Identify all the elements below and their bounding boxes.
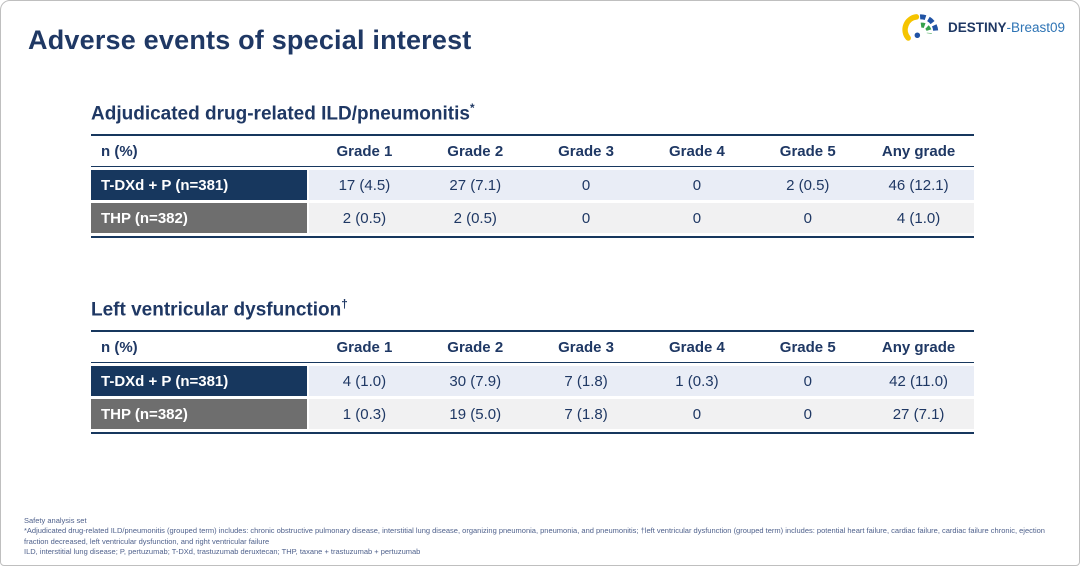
table-lv-dysfunction: n (%) Grade 1 Grade 2 Grade 3 Grade 4 Gr… — [91, 330, 974, 435]
table2-title-text: Left ventricular dysfunction — [91, 299, 342, 321]
col-header-n-pct: n (%) — [101, 338, 138, 356]
col-header-grade4: Grade 4 — [668, 338, 725, 356]
col-header-grade3: Grade 3 — [558, 142, 615, 160]
table2-header-row: n (%) Grade 1 Grade 2 Grade 3 Grade 4 Gr… — [91, 332, 974, 364]
row-label-tdxd: T-DXd + P (n=381) — [91, 170, 309, 201]
table-cell: 4 (1.0) — [309, 366, 420, 397]
destiny-fan-icon — [902, 14, 939, 41]
row-label-thp: THP (n=382) — [91, 203, 309, 234]
table-row-tdxd: T-DXd + P (n=381) 17 (4.5) 27 (7.1) 0 0 … — [91, 170, 974, 201]
table-cell: 0 — [641, 203, 753, 234]
section-lv-dysfunction: Left ventricular dysfunction† n (%) Grad… — [91, 298, 974, 435]
footnotes: Safety analysis set *Adjudicated drug-re… — [24, 516, 1061, 557]
logo-name: DESTINY — [947, 19, 1007, 35]
table-cell: 0 — [641, 170, 753, 201]
table-row-thp: THP (n=382) 1 (0.3) 19 (5.0) 7 (1.8) 0 0… — [91, 399, 974, 430]
table-cell: 2 (0.5) — [752, 170, 864, 201]
table-cell: 2 (0.5) — [419, 203, 531, 234]
table-cell: 27 (7.1) — [863, 399, 974, 430]
page-title: Adverse events of special interest — [28, 25, 472, 55]
table-cell: 4 (1.0) — [863, 203, 974, 234]
table1-title-text: Adjudicated drug-related ILD/pneumonitis — [91, 103, 470, 125]
col-header-n-pct: n (%) — [101, 142, 138, 160]
col-header-grade5: Grade 5 — [779, 338, 836, 356]
table-cell: 0 — [752, 203, 864, 234]
col-header-grade5: Grade 5 — [779, 142, 836, 160]
col-header-grade4: Grade 4 — [668, 142, 725, 160]
table-cell: 42 (11.0) — [863, 366, 974, 397]
table-cell: 1 (0.3) — [309, 399, 420, 430]
table-ild-pneumonitis: n (%) Grade 1 Grade 2 Grade 3 Grade 4 Gr… — [91, 134, 974, 239]
table1-header-row: n (%) Grade 1 Grade 2 Grade 3 Grade 4 Gr… — [91, 136, 974, 168]
logo-suffix: -Breast09 — [1006, 19, 1065, 35]
col-header-grade2: Grade 2 — [447, 142, 504, 160]
footnote-abbreviations: ILD, interstitial lung disease; P, pertu… — [24, 547, 421, 557]
table1-title-footnote-marker: * — [469, 102, 475, 115]
row-label-thp: THP (n=382) — [91, 399, 309, 430]
table-cell: 0 — [530, 203, 642, 234]
col-header-any-grade: Any grade — [881, 142, 956, 160]
table2-title-footnote-marker: † — [341, 298, 348, 311]
table-row-tdxd: T-DXd + P (n=381) 4 (1.0) 30 (7.9) 7 (1.… — [91, 366, 974, 397]
table-cell: 19 (5.0) — [419, 399, 531, 430]
table-cell: 17 (4.5) — [309, 170, 420, 201]
col-header-grade2: Grade 2 — [447, 338, 504, 356]
table2-title: Left ventricular dysfunction† — [91, 298, 974, 321]
table-cell: 7 (1.8) — [530, 366, 642, 397]
col-header-grade1: Grade 1 — [336, 338, 393, 356]
table-cell: 1 (0.3) — [641, 366, 753, 397]
table-cell: 46 (12.1) — [863, 170, 974, 201]
col-header-any-grade: Any grade — [881, 338, 956, 356]
row-label-tdxd: T-DXd + P (n=381) — [91, 366, 309, 397]
table-cell: 7 (1.8) — [530, 399, 642, 430]
footnote-safety-set: Safety analysis set — [24, 516, 87, 525]
table-cell: 0 — [641, 399, 753, 430]
table-cell: 30 (7.9) — [419, 366, 531, 397]
table1-title: Adjudicated drug-related ILD/pneumonitis… — [91, 102, 974, 125]
col-header-grade1: Grade 1 — [336, 142, 393, 160]
table-cell: 0 — [752, 399, 864, 430]
table-row-thp: THP (n=382) 2 (0.5) 2 (0.5) 0 0 0 4 (1.0… — [91, 203, 974, 234]
section-ild-pneumonitis: Adjudicated drug-related ILD/pneumonitis… — [91, 102, 974, 239]
table-cell: 27 (7.1) — [419, 170, 531, 201]
destiny-breast09-logo: DESTINY-Breast09 — [899, 10, 1065, 44]
col-header-grade3: Grade 3 — [558, 338, 615, 356]
table-cell: 0 — [752, 366, 864, 397]
table-cell: 0 — [530, 170, 642, 201]
logo-text: DESTINY-Breast09 — [948, 20, 1065, 35]
footnote-grouped-terms: *Adjudicated drug-related ILD/pneumoniti… — [24, 526, 1045, 546]
table-cell: 2 (0.5) — [309, 203, 420, 234]
